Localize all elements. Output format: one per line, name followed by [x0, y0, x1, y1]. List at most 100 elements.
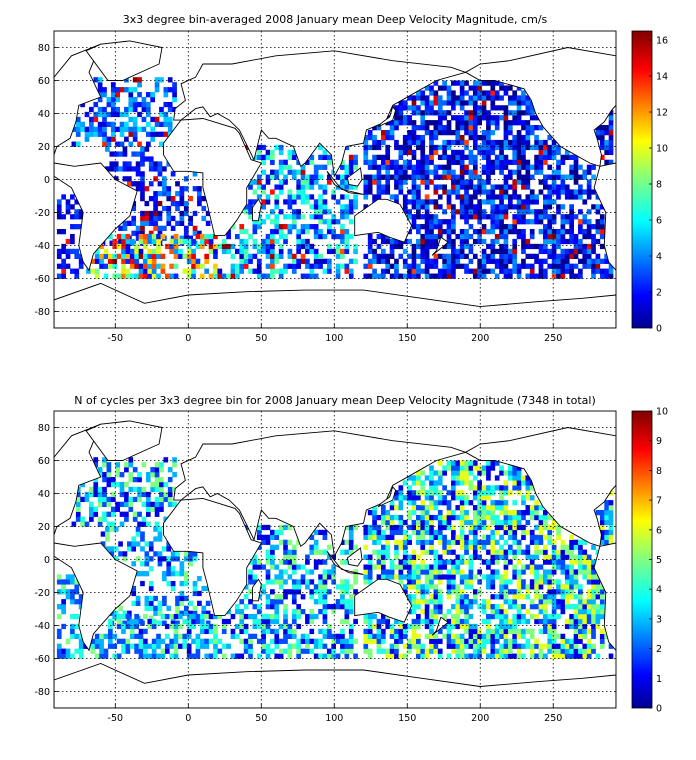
heatmap-cell [265, 559, 271, 565]
heatmap-cell [464, 628, 469, 635]
heatmap-cell [547, 618, 553, 625]
heatmap-cell [538, 273, 544, 279]
heatmap-cell [442, 263, 447, 269]
heatmap-cell [192, 230, 198, 236]
heatmap-cell [582, 219, 588, 225]
heatmap-cell [283, 164, 288, 170]
heatmap-cell [261, 189, 266, 195]
heatmap-cell [551, 628, 557, 635]
heatmap-cell [322, 579, 328, 585]
heatmap-cell [151, 253, 157, 259]
heatmap-cell [433, 613, 439, 620]
heatmap-cell [56, 273, 62, 279]
heatmap-cell [586, 559, 592, 565]
heatmap-cell [459, 510, 465, 516]
heatmap-cell [363, 574, 369, 580]
heatmap-cell [348, 549, 354, 555]
heatmap-cell [521, 95, 526, 101]
heatmap-cell [164, 623, 170, 630]
heatmap-cell [261, 169, 266, 175]
heatmap-cell [490, 609, 496, 615]
heatmap-cell [135, 181, 141, 187]
heatmap-cell [147, 653, 153, 659]
heatmap-cell [402, 495, 408, 501]
heatmap-cell [451, 100, 456, 106]
heatmap-cell [521, 100, 526, 106]
heatmap-cell [97, 97, 103, 103]
heatmap-cell [398, 569, 404, 575]
heatmap-cell [340, 549, 345, 555]
heatmap-cell [115, 92, 120, 98]
heatmap-cell [486, 189, 491, 195]
heatmap-cell [163, 87, 169, 93]
heatmap-cell [437, 574, 443, 580]
heatmap-cell [521, 174, 526, 180]
heatmap-cell [516, 164, 522, 170]
heatmap-cell [331, 643, 337, 649]
heatmap-cell [322, 199, 328, 205]
heatmap-cell [578, 628, 583, 635]
heatmap-cell [157, 551, 163, 557]
heatmap-cell [226, 243, 231, 250]
heatmap-cell [353, 653, 358, 659]
heatmap-cell [529, 125, 535, 131]
heatmap-cell [451, 564, 456, 570]
heatmap-cell [353, 258, 358, 264]
heatmap-cell [156, 263, 161, 269]
heatmap-cell [124, 126, 129, 132]
x-tick-label: -50 [108, 333, 124, 344]
heatmap-cell [256, 529, 262, 536]
heatmap-cell [481, 268, 487, 274]
heatmap-cell [547, 224, 553, 230]
heatmap-cell [472, 544, 478, 550]
heatmap-cell [578, 544, 583, 550]
heatmap-cell [135, 151, 141, 157]
heatmap-cell [394, 633, 399, 639]
heatmap-cell [121, 643, 126, 649]
heatmap-cell [331, 638, 337, 644]
heatmap-cell [451, 480, 456, 486]
heatmap-cell [394, 258, 399, 264]
heatmap-cell [451, 495, 456, 501]
heatmap-cell [564, 184, 570, 190]
heatmap-cell [420, 149, 426, 156]
heatmap-cell [261, 204, 266, 210]
heatmap-cell [100, 541, 106, 547]
heatmap-cell [599, 139, 605, 146]
heatmap-cell [65, 204, 71, 210]
heatmap-cell [503, 653, 509, 659]
heatmap-cell [75, 141, 81, 147]
heatmap-cell [204, 638, 210, 644]
heatmap-cell [507, 144, 513, 151]
heatmap-cell [367, 248, 373, 255]
heatmap-cell [252, 618, 258, 625]
heatmap-cell [83, 643, 88, 649]
heatmap-cell [110, 477, 116, 483]
heatmap-cell [529, 643, 535, 649]
heatmap-cell [235, 263, 240, 269]
heatmap-cell [538, 268, 544, 274]
heatmap-cell [551, 554, 557, 560]
heatmap-cell [110, 101, 116, 108]
heatmap-cell [270, 169, 275, 175]
heatmap-cell [503, 263, 509, 269]
heatmap-cell [248, 199, 253, 205]
heatmap-cell [137, 496, 142, 503]
heatmap-cell [179, 595, 185, 602]
x-tick-label: 100 [325, 713, 343, 724]
heatmap-cell [420, 510, 426, 516]
heatmap-cell [437, 460, 443, 466]
heatmap-cell [90, 638, 96, 644]
heatmap-cell [446, 539, 452, 545]
heatmap-cell [521, 633, 526, 639]
heatmap-cell [124, 481, 129, 488]
heatmap-cell [516, 105, 522, 111]
heatmap-cell [191, 273, 196, 279]
heatmap-cell [186, 623, 192, 630]
heatmap-cell [239, 224, 245, 230]
y-tick-label: 80 [38, 423, 50, 434]
heatmap-cell [154, 77, 160, 83]
heatmap-cell [424, 130, 430, 136]
heatmap-cell [205, 600, 211, 606]
heatmap-cell [591, 604, 596, 610]
